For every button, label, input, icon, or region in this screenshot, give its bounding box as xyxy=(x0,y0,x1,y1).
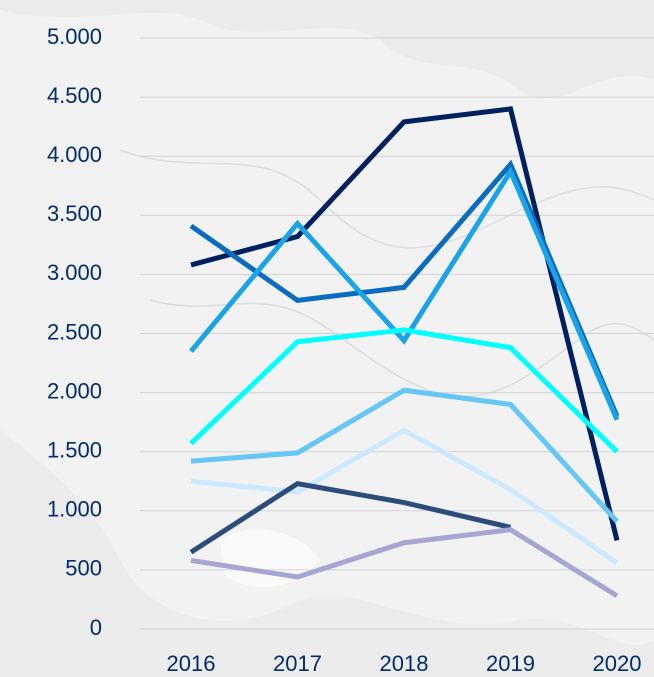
series-line xyxy=(189,166,620,421)
series-line xyxy=(189,327,619,454)
x-tick-label: 2019 xyxy=(486,651,535,676)
y-tick-label: 500 xyxy=(65,556,102,581)
map-region xyxy=(0,0,654,99)
y-tick-label: 2.500 xyxy=(47,319,102,344)
map-river xyxy=(119,149,654,249)
series-line xyxy=(190,387,619,524)
series-line xyxy=(189,480,512,555)
x-tick-label: 2016 xyxy=(167,651,216,676)
series-line xyxy=(190,527,619,599)
y-tick-label: 3.500 xyxy=(47,201,102,226)
x-tick-label: 2018 xyxy=(380,651,429,676)
y-tick-label: 1.000 xyxy=(47,497,102,522)
y-tick-label: 0 xyxy=(90,615,102,640)
series-line xyxy=(190,427,619,565)
y-tick-label: 5.000 xyxy=(47,24,102,49)
map-water xyxy=(220,529,320,587)
y-tick-label: 1.500 xyxy=(47,438,102,463)
x-tick-label: 2017 xyxy=(273,651,322,676)
map-region xyxy=(0,430,654,677)
map-river xyxy=(149,299,654,397)
y-tick-label: 2.000 xyxy=(47,378,102,403)
y-tick-label: 4.000 xyxy=(47,142,102,167)
y-tick-label: 4.500 xyxy=(47,83,102,108)
x-tick-label: 2020 xyxy=(593,651,642,676)
y-tick-label: 3.000 xyxy=(47,260,102,285)
